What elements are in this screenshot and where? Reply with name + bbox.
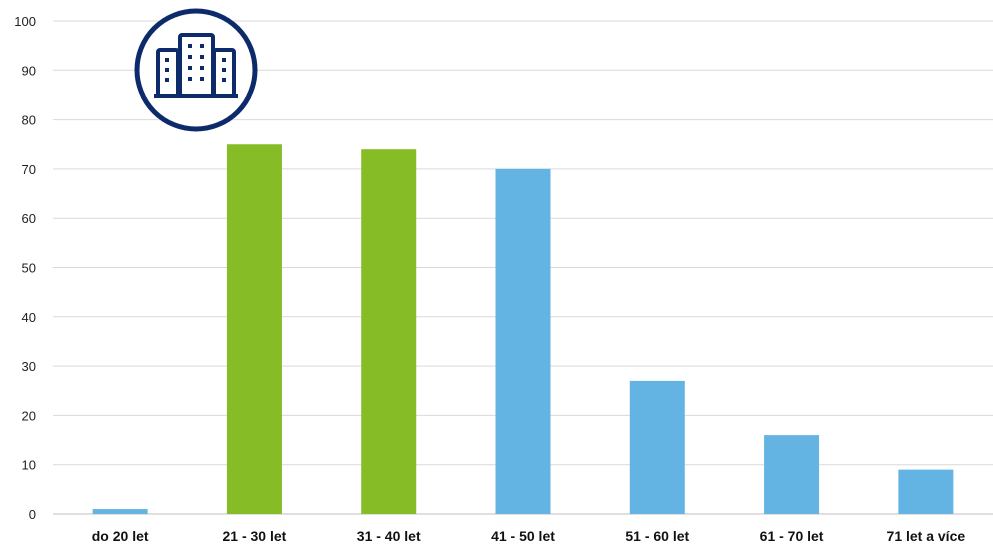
bar [92, 509, 148, 514]
y-tick-label: 80 [22, 113, 36, 128]
x-category-label: 31 - 40 let [357, 528, 421, 544]
x-category-label: 71 let a více [887, 528, 966, 544]
y-tick-label: 30 [22, 359, 36, 374]
y-axis-ticks: 0 10 20 30 40 50 60 70 80 90 100 [14, 14, 36, 522]
bars [92, 144, 954, 514]
x-category-label: do 20 let [92, 528, 149, 544]
x-category-label: 21 - 30 let [223, 528, 287, 544]
bar [495, 168, 551, 514]
office-buildings-icon [134, 8, 258, 132]
x-category-label: 61 - 70 let [760, 528, 824, 544]
bar [898, 469, 954, 514]
y-tick-label: 60 [22, 211, 36, 226]
y-tick-label: 50 [22, 261, 36, 276]
x-category-label: 51 - 60 let [625, 528, 689, 544]
x-category-label: 41 - 50 let [491, 528, 555, 544]
bar [629, 380, 685, 514]
y-tick-label: 40 [22, 310, 36, 325]
y-tick-label: 10 [22, 458, 36, 473]
x-axis-labels: do 20 let 21 - 30 let 31 - 40 let 41 - 50 l… [92, 528, 966, 544]
y-tick-label: 20 [22, 408, 36, 423]
bar [226, 144, 282, 514]
y-tick-label: 90 [22, 63, 36, 78]
y-tick-label: 70 [22, 162, 36, 177]
y-tick-label: 0 [29, 507, 36, 522]
bar [361, 149, 417, 514]
bar [764, 435, 820, 514]
y-tick-label: 100 [14, 14, 36, 29]
